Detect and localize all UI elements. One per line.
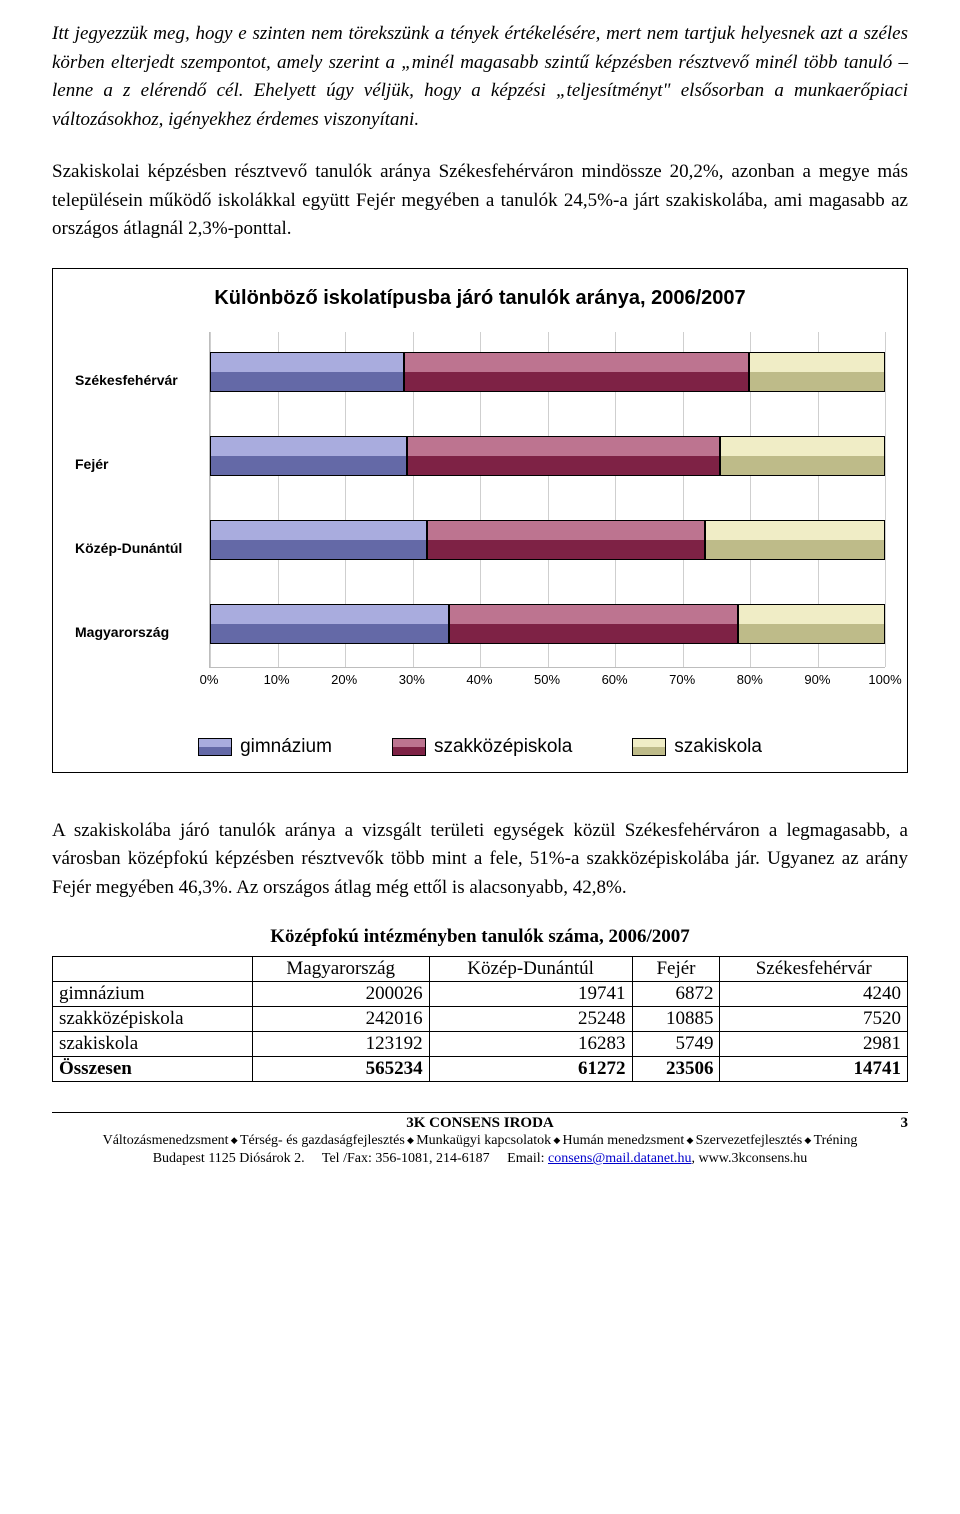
table-cell: 23506 — [632, 1057, 720, 1082]
chart-bar-segment — [210, 604, 449, 644]
table-cell: 4240 — [720, 982, 908, 1007]
data-table: Magyarország Közép-Dunántúl Fejér Székes… — [52, 956, 908, 1082]
chart-bar-segment — [749, 352, 885, 392]
chart-x-tick: 30% — [399, 672, 425, 687]
chart-x-tick: 60% — [602, 672, 628, 687]
chart-bar-segment — [705, 520, 885, 560]
table-cell: 200026 — [252, 982, 429, 1007]
table-header-cell — [53, 957, 253, 982]
intro-paragraph-italic: Itt jegyezzük meg, hogy e szinten nem tö… — [52, 20, 908, 134]
footer-contact: Budapest 1125 Diósárok 2. Tel /Fax: 356-… — [52, 1150, 908, 1168]
chart-plot-area — [209, 332, 885, 668]
chart-x-tick: 100% — [868, 672, 901, 687]
footer-service-item: Munkaügyi kapcsolatok — [416, 1133, 551, 1148]
table-cell: 6872 — [632, 982, 720, 1007]
table-cell: 14741 — [720, 1057, 908, 1082]
legend-swatch — [392, 738, 426, 756]
chart-category-1: Fejér — [75, 456, 205, 472]
table-row: gimnázium 200026 19741 6872 4240 — [53, 982, 908, 1007]
chart-x-tick: 80% — [737, 672, 763, 687]
legend-swatch — [632, 738, 666, 756]
table-cell: 242016 — [252, 1007, 429, 1032]
chart-x-tick: 50% — [534, 672, 560, 687]
chart-x-tick: 70% — [669, 672, 695, 687]
footer-brand: 3K CONSENS IRODA — [76, 1115, 884, 1132]
chart-bar-segment — [449, 604, 738, 644]
chart-bar-segment — [738, 604, 885, 644]
chart-bar-segment — [720, 436, 885, 476]
table-row: szakiskola 123192 16283 5749 2981 — [53, 1032, 908, 1057]
legend-label: gimnázium — [240, 736, 332, 758]
legend-item: gimnázium — [198, 736, 332, 758]
table-rowname: szakiskola — [53, 1032, 253, 1057]
chart-bar-group — [210, 352, 885, 392]
paragraph-2: Szakiskolai képzésben résztvevő tanulók … — [52, 158, 908, 244]
table-rowname: gimnázium — [53, 982, 253, 1007]
table-cell: 5749 — [632, 1032, 720, 1057]
chart-bar-segment — [407, 436, 720, 476]
table-cell: 10885 — [632, 1007, 720, 1032]
table-total-row: Összesen 565234 61272 23506 14741 — [53, 1057, 908, 1082]
footer-services: Változásmenedzsment Térség- és gazdaságfe… — [52, 1132, 908, 1150]
table-cell: 7520 — [720, 1007, 908, 1032]
chart-bar-group — [210, 604, 885, 644]
legend-swatch — [198, 738, 232, 756]
table-header-row: Magyarország Közép-Dunántúl Fejér Székes… — [53, 957, 908, 982]
table-rowname: Összesen — [53, 1057, 253, 1082]
table-header-cell: Magyarország — [252, 957, 429, 982]
chart-x-tick: 20% — [331, 672, 357, 687]
table-row: szakközépiskola 242016 25248 10885 7520 — [53, 1007, 908, 1032]
footer-service-item: Szervezetfejlesztés — [696, 1133, 803, 1148]
table-rowname: szakközépiskola — [53, 1007, 253, 1032]
table-header-cell: Székesfehérvár — [720, 957, 908, 982]
footer-service-item: Tréning — [814, 1133, 858, 1148]
table-cell: 19741 — [429, 982, 632, 1007]
chart-x-tick: 90% — [804, 672, 830, 687]
table-cell: 565234 — [252, 1057, 429, 1082]
chart-bar-segment — [210, 352, 404, 392]
table-cell: 25248 — [429, 1007, 632, 1032]
chart-bar-segment — [210, 436, 407, 476]
legend-item: szakiskola — [632, 736, 762, 758]
chart-bar-segment — [404, 352, 748, 392]
chart-legend: gimnázium szakközépiskola szakiskola — [75, 736, 885, 758]
footer-service-item: Humán menedzsment — [563, 1133, 685, 1148]
chart-bar-segment — [210, 520, 427, 560]
chart-x-ticks: 0%10%20%30%40%50%60%70%80%90%100% — [209, 672, 885, 692]
table-header-cell: Közép-Dunántúl — [429, 957, 632, 982]
legend-item: szakközépiskola — [392, 736, 572, 758]
table-header-cell: Fejér — [632, 957, 720, 982]
chart-bar-segment — [427, 520, 705, 560]
chart-title: Különböző iskolatípusba járó tanulók ará… — [75, 287, 885, 310]
chart-bar-group — [210, 520, 885, 560]
legend-label: szakiskola — [674, 736, 762, 758]
chart-container: Különböző iskolatípusba járó tanulók ará… — [52, 268, 908, 773]
footer-email-link[interactable]: consens@mail.datanet.hu — [548, 1151, 692, 1166]
paragraph-3: A szakiskolába járó tanulók aránya a viz… — [52, 817, 908, 903]
footer-service-item: Térség- és gazdaságfejlesztés — [240, 1133, 405, 1148]
page-footer: 3K CONSENS IRODA 3 Változásmenedzsment Té… — [52, 1112, 908, 1168]
chart-x-tick: 40% — [466, 672, 492, 687]
table-cell: 16283 — [429, 1032, 632, 1057]
table-title: Középfokú intézményben tanulók száma, 20… — [52, 926, 908, 948]
chart-category-0: Székesfehérvár — [75, 372, 205, 388]
table-cell: 2981 — [720, 1032, 908, 1057]
page-number: 3 — [884, 1115, 908, 1132]
footer-service-item: Változásmenedzsment — [103, 1133, 229, 1148]
chart-x-tick: 0% — [200, 672, 219, 687]
table-cell: 61272 — [429, 1057, 632, 1082]
chart-x-tick: 10% — [264, 672, 290, 687]
chart-category-2: Közép-Dunántúl — [75, 540, 205, 556]
table-cell: 123192 — [252, 1032, 429, 1057]
chart-category-3: Magyarország — [75, 624, 205, 640]
legend-label: szakközépiskola — [434, 736, 572, 758]
chart-bar-group — [210, 436, 885, 476]
